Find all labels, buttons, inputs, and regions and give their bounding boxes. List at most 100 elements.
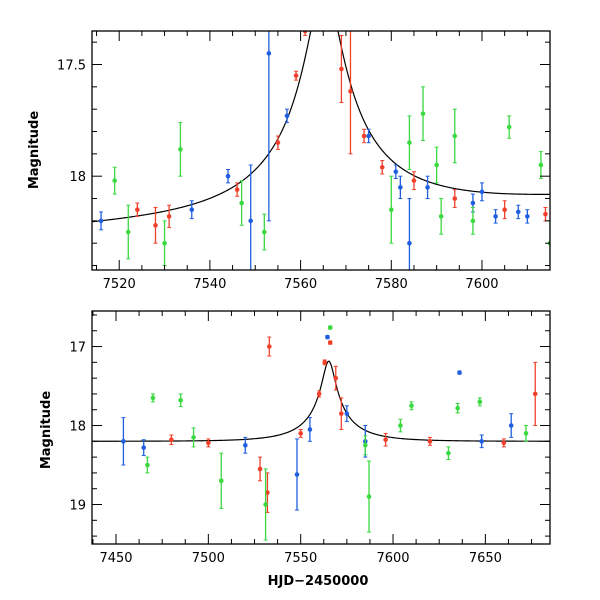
- bottom-green-point: [366, 494, 372, 499]
- top-blue-point: [425, 185, 430, 190]
- bottom-green-point: [218, 478, 224, 484]
- top-blue-point: [515, 209, 521, 215]
- bottom-red-point: [333, 375, 339, 381]
- top-green-point: [506, 124, 512, 130]
- top-x-tick-label: 7520: [103, 277, 136, 292]
- bottom-green-point: [327, 325, 333, 330]
- bottom-green-point: [523, 431, 529, 436]
- bottom-frame: [91, 310, 551, 545]
- top-x-tick-label: 7580: [375, 277, 408, 292]
- bottom-green-point: [363, 442, 368, 448]
- bottom-blue-point: [325, 334, 330, 340]
- bottom-red-point: [265, 490, 270, 495]
- bottom-y-tick-label: 18: [69, 420, 86, 435]
- top-blue-point: [284, 113, 290, 119]
- bottom-red-point: [383, 437, 388, 443]
- top-panel: Magnitude 752075407560758076001717.518: [27, 6, 551, 292]
- top-blue-point: [525, 214, 530, 219]
- top-red-point: [379, 164, 385, 170]
- top-blue-point: [366, 133, 371, 139]
- top-green-point: [162, 240, 167, 246]
- bottom-green-point: [191, 435, 196, 440]
- bottom-green-point: [398, 423, 403, 428]
- top-blue-point: [398, 185, 403, 190]
- bottom-blue-point: [508, 423, 514, 428]
- top-blue-point: [189, 207, 195, 212]
- top-green-point: [538, 162, 544, 168]
- top-blue-point: [407, 240, 412, 246]
- bottom-red-point: [327, 340, 333, 345]
- bottom-green-point: [446, 450, 451, 456]
- top-y-tick-label: 18: [69, 170, 86, 185]
- top-red-point: [293, 73, 299, 78]
- top-x-tick-label: 7540: [193, 277, 226, 292]
- bottom-x-tick-label: 7500: [192, 551, 225, 566]
- top-red-point: [275, 140, 281, 145]
- top-green-point: [262, 229, 267, 235]
- bottom-blue-point: [141, 445, 147, 450]
- bottom-green-point: [409, 403, 414, 409]
- top-data-layer: [92, 6, 550, 270]
- top-red-point: [153, 223, 158, 228]
- bottom-green-point: [477, 399, 483, 405]
- bottom-blue-point: [242, 442, 248, 448]
- x-axis-title: HJD−2450000: [268, 574, 369, 589]
- bottom-x-tick-label: 7550: [284, 551, 317, 566]
- bottom-green-point: [150, 395, 156, 401]
- bottom-red-point: [532, 391, 538, 397]
- bottom-red-point: [257, 466, 263, 472]
- bottom-y-tick-label: 19: [69, 499, 86, 514]
- bottom-x-tick-label: 7650: [469, 551, 502, 566]
- top-red-point: [166, 214, 172, 219]
- bottom-blue-point: [294, 472, 300, 477]
- bottom-green-point: [145, 462, 150, 468]
- bottom-panel: Magnitude HJD−2450000 7450 7500 7550 7600 76…: [39, 310, 551, 589]
- top-red-point: [335, 6, 340, 11]
- top-blue-point: [479, 189, 485, 195]
- bottom-red-point: [169, 437, 174, 443]
- top-red-point: [348, 89, 353, 94]
- bottom-green-point: [178, 397, 183, 403]
- top-red-point: [234, 187, 240, 192]
- top-blue-point: [248, 218, 254, 224]
- top-green-point: [470, 218, 476, 224]
- bottom-blue-point: [479, 439, 484, 444]
- top-red-point: [452, 196, 458, 201]
- bottom-red-point: [298, 431, 303, 436]
- bottom-y-axis-title: Magnitude: [39, 391, 54, 470]
- top-green-point: [388, 207, 394, 212]
- bottom-red-point: [206, 440, 211, 446]
- top-green-point: [452, 133, 458, 139]
- top-green-point: [125, 229, 131, 235]
- bottom-x-tick-label: 7600: [376, 551, 409, 566]
- bottom-model-curve: [92, 360, 550, 442]
- top-green-point: [178, 147, 183, 152]
- top-blue-point: [493, 214, 498, 219]
- bottom-data-layer: [92, 325, 550, 541]
- bottom-blue-point: [121, 439, 126, 444]
- bottom-red-point: [316, 391, 322, 397]
- bottom-red-point: [501, 440, 507, 446]
- top-blue-point: [470, 200, 476, 206]
- top-y-tick-label: 17.5: [57, 59, 86, 74]
- top-red-point: [411, 178, 417, 183]
- bottom-red-point: [427, 439, 433, 444]
- top-red-point: [502, 207, 507, 212]
- bottom-blue-point: [307, 427, 313, 432]
- top-red-point: [339, 66, 344, 72]
- bottom-green-point: [263, 502, 268, 507]
- top-x-tick-label: 7560: [284, 277, 317, 292]
- top-green-point: [420, 111, 426, 116]
- bottom-red-point: [266, 344, 272, 349]
- top-blue-point: [225, 173, 231, 179]
- bottom-red-point: [339, 411, 344, 416]
- bottom-blue-point: [457, 370, 462, 375]
- top-blue-point: [266, 51, 272, 56]
- bottom-x-tick-label: 7450: [99, 551, 132, 566]
- top-green-point: [438, 214, 444, 219]
- top-blue-point: [393, 169, 399, 175]
- top-model-curve: [92, 31, 550, 223]
- top-red-point: [361, 133, 367, 139]
- bottom-y-tick-label: 17: [69, 341, 86, 356]
